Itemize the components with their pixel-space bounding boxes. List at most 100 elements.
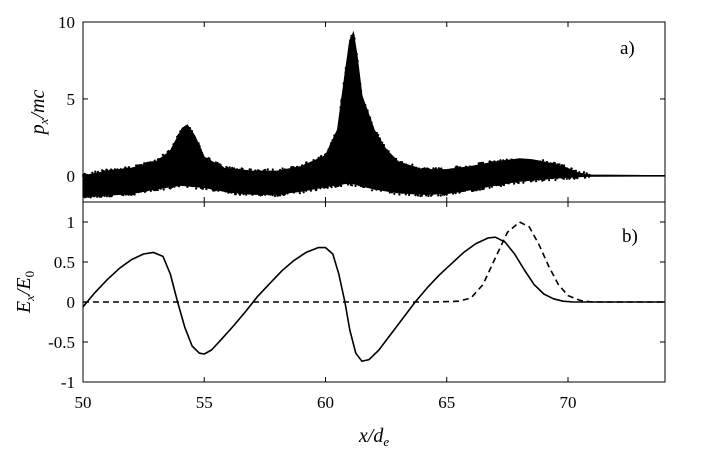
phase-space-point: [228, 189, 231, 192]
phase-space-point: [144, 162, 147, 165]
phase-space-point: [382, 144, 386, 147]
phase-space-point: [578, 171, 581, 174]
phase-space-point: [504, 160, 507, 163]
phase-space-point: [102, 170, 105, 173]
phase-space-point: [287, 190, 290, 193]
phase-space-point: [191, 185, 194, 188]
phase-space-point: [440, 167, 443, 170]
phase-space-point: [130, 191, 133, 194]
phase-space-point: [431, 193, 434, 196]
phase-space-point: [258, 191, 261, 194]
phase-space-point: [140, 163, 143, 167]
phase-space-point: [329, 184, 332, 187]
phase-space-point: [262, 169, 265, 172]
phase-space-point: [166, 153, 169, 156]
phase-space-point: [415, 166, 418, 169]
phase-space-point: [496, 183, 499, 187]
phase-space-point: [582, 171, 586, 174]
phase-space-point: [149, 189, 152, 192]
phase-space-point: [298, 192, 301, 195]
phase-space-point: [156, 188, 159, 192]
phase-space-point: [272, 170, 275, 173]
panel-a-label: a): [620, 38, 635, 59]
phase-space-point: [362, 185, 365, 189]
phase-space-point: [366, 109, 369, 112]
phase-space-point: [497, 160, 500, 163]
phase-space-point: [548, 179, 551, 182]
phase-space-point: [466, 188, 469, 191]
phase-space-point: [566, 167, 569, 170]
phase-space-point: [98, 195, 101, 198]
phase-space-point: [484, 185, 487, 188]
phase-space-point: [283, 168, 286, 171]
phase-space-point: [161, 156, 164, 159]
phase-space-point: [480, 161, 483, 164]
phase-space-point: [132, 190, 135, 193]
phase-space-point: [214, 161, 217, 164]
phase-space-point: [568, 169, 571, 172]
phase-space-point: [325, 184, 328, 187]
panel-b-data: [82, 221, 665, 362]
phase-space-point: [482, 187, 485, 190]
phase-space-point: [195, 185, 198, 188]
phase-space-point: [238, 169, 241, 172]
phase-space-point: [125, 167, 128, 170]
phase-space-point: [107, 192, 110, 195]
panel-b-label: b): [622, 226, 638, 247]
phase-space-point: [320, 154, 323, 158]
phase-space-point: [414, 194, 417, 197]
phase-space-point: [139, 166, 142, 169]
phase-space-point: [532, 179, 535, 182]
phase-space-point: [472, 187, 475, 190]
phase-space-point: [283, 193, 286, 196]
phase-space-point: [506, 160, 509, 163]
phase-space-point: [167, 149, 170, 153]
y-tick-label: 1: [67, 213, 76, 232]
phase-space-point: [379, 187, 382, 190]
phase-space-point: [159, 187, 162, 190]
phase-space-point: [454, 166, 457, 169]
phase-space-point: [397, 161, 400, 164]
phase-space-point: [100, 194, 104, 197]
phase-space-point: [329, 145, 332, 148]
phase-space-point: [567, 176, 570, 179]
phase-space-point: [459, 168, 462, 171]
phase-space-point: [385, 149, 388, 152]
phase-space-point: [468, 188, 471, 191]
phase-space-point: [219, 164, 222, 167]
phase-space-point: [186, 183, 189, 186]
phase-space-point: [354, 184, 357, 188]
phase-space-point: [399, 161, 402, 164]
phase-space-point: [521, 179, 525, 182]
phase-space-point: [160, 158, 163, 161]
phase-space-point: [190, 129, 193, 132]
phase-space-point: [388, 191, 391, 194]
phase-space-point: [366, 111, 369, 114]
phase-space-point: [569, 174, 572, 177]
panel-b-y-axis-label: Ex/E0: [13, 271, 37, 314]
phase-space-point: [488, 186, 491, 189]
phase-space-point: [245, 193, 248, 196]
phase-space-point: [410, 165, 414, 168]
phase-space-point: [179, 182, 182, 185]
phase-space-point: [474, 165, 477, 168]
phase-space-point: [539, 160, 542, 163]
phase-space-point: [172, 145, 175, 148]
phase-space-point: [277, 194, 280, 197]
phase-space-point: [133, 190, 136, 193]
phase-space-point: [530, 159, 533, 162]
phase-space-point: [478, 163, 481, 166]
phase-space-point: [286, 192, 289, 195]
phase-space-point: [108, 195, 111, 198]
phase-space-point: [137, 191, 140, 194]
phase-space-point: [573, 176, 577, 179]
phase-space-point: [206, 159, 209, 162]
phase-space-point: [562, 166, 565, 169]
phase-space-point: [505, 158, 508, 161]
phase-space-point: [426, 193, 430, 196]
phase-space-point: [223, 169, 226, 172]
phase-space-point: [558, 163, 561, 166]
phase-space-point: [418, 167, 421, 170]
phase-space-point: [144, 164, 147, 167]
